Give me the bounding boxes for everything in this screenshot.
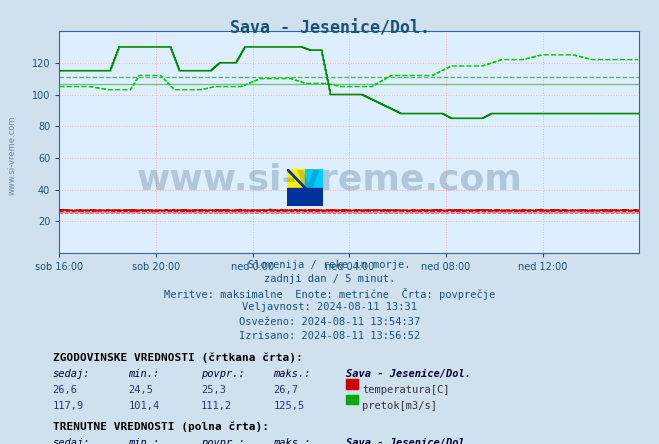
Text: ZGODOVINSKE VREDNOSTI (črtkana črta):: ZGODOVINSKE VREDNOSTI (črtkana črta): [53, 353, 302, 364]
Text: 26,7: 26,7 [273, 385, 299, 395]
Text: min.:: min.: [129, 438, 159, 444]
Text: Slovenija / reke in morje.: Slovenija / reke in morje. [248, 260, 411, 270]
Text: 25,3: 25,3 [201, 385, 226, 395]
Text: 101,4: 101,4 [129, 401, 159, 411]
Text: Veljavnost: 2024-08-11 13:31: Veljavnost: 2024-08-11 13:31 [242, 302, 417, 313]
Text: zadnji dan / 5 minut.: zadnji dan / 5 minut. [264, 274, 395, 284]
Text: maks.:: maks.: [273, 369, 311, 379]
Text: 26,6: 26,6 [53, 385, 78, 395]
Text: 117,9: 117,9 [53, 401, 84, 411]
Text: Sava - Jesenice/Dol.: Sava - Jesenice/Dol. [346, 438, 471, 444]
Text: povpr.:: povpr.: [201, 438, 244, 444]
Text: temperatura[C]: temperatura[C] [362, 385, 450, 395]
Text: Izrisano: 2024-08-11 13:56:52: Izrisano: 2024-08-11 13:56:52 [239, 331, 420, 341]
Bar [304, 169, 323, 188]
Text: Osveženo: 2024-08-11 13:54:37: Osveženo: 2024-08-11 13:54:37 [239, 317, 420, 327]
Text: povpr.:: povpr.: [201, 369, 244, 379]
Text: Sava - Jesenice/Dol.: Sava - Jesenice/Dol. [346, 369, 471, 379]
Text: pretok[m3/s]: pretok[m3/s] [362, 401, 438, 411]
Text: maks.:: maks.: [273, 438, 311, 444]
Bar [287, 169, 304, 188]
Bar [287, 188, 323, 206]
Text: 125,5: 125,5 [273, 401, 304, 411]
Text: 111,2: 111,2 [201, 401, 232, 411]
Text: Sava - Jesenice/Dol.: Sava - Jesenice/Dol. [229, 20, 430, 38]
Text: min.:: min.: [129, 369, 159, 379]
Text: www.si-vreme.com: www.si-vreme.com [8, 115, 17, 195]
Text: Meritve: maksimalne  Enote: metrične  Črta: povprečje: Meritve: maksimalne Enote: metrične Črta… [164, 288, 495, 300]
Text: www.si-vreme.com: www.si-vreme.com [136, 163, 523, 197]
Text: sedaj:: sedaj: [53, 438, 90, 444]
Text: TRENUTNE VREDNOSTI (polna črta):: TRENUTNE VREDNOSTI (polna črta): [53, 422, 269, 432]
Text: sedaj:: sedaj: [53, 369, 90, 379]
Text: 24,5: 24,5 [129, 385, 154, 395]
